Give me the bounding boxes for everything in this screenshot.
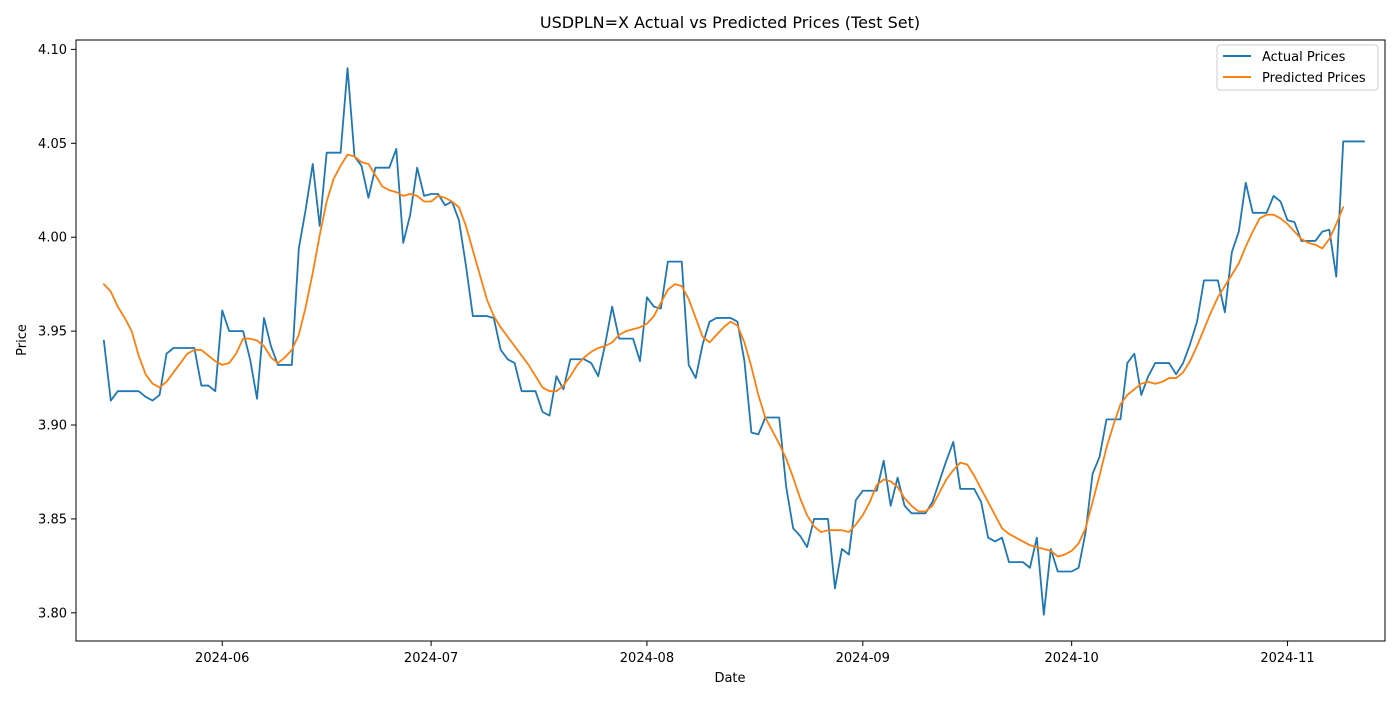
legend-box xyxy=(1216,44,1379,91)
y-tick-label: 4.05 xyxy=(38,137,67,152)
x-tick-label: 2024-11 xyxy=(1260,651,1314,666)
x-tick-label: 2024-06 xyxy=(195,651,249,666)
x-axis-label: Date xyxy=(714,671,745,686)
legend-label-predicted: Predicted Prices xyxy=(1262,71,1366,86)
x-tick-label: 2024-09 xyxy=(836,651,890,666)
x-tick-label: 2024-07 xyxy=(404,651,458,666)
y-tick-label: 3.95 xyxy=(38,325,67,340)
legend-label-actual: Actual Prices xyxy=(1262,50,1346,65)
plot-frame xyxy=(75,39,1386,642)
y-tick-label: 3.85 xyxy=(38,512,67,527)
chart-title: USDPLN=X Actual vs Predicted Prices (Tes… xyxy=(540,13,920,32)
y-axis: 3.80 3.85 3.90 3.95 4.00 4.05 4.10 xyxy=(38,43,76,621)
y-tick-label: 3.80 xyxy=(38,606,67,621)
x-tick-label: 2024-08 xyxy=(620,651,674,666)
y-tick-label: 3.90 xyxy=(38,419,67,434)
x-axis: 2024-06 2024-07 2024-08 2024-09 2024-10 2024-… xyxy=(195,641,1315,666)
x-tick-label: 2024-10 xyxy=(1045,651,1099,666)
y-tick-label: 4.10 xyxy=(38,43,67,58)
series-line-actual xyxy=(102,67,1366,616)
series-line-predicted xyxy=(102,153,1345,558)
series-layer xyxy=(102,67,1366,616)
legend: Actual Prices Predicted Prices xyxy=(1216,44,1379,91)
y-tick-label: 4.00 xyxy=(38,231,67,246)
plot-area xyxy=(76,40,1385,641)
y-axis-label: Price xyxy=(15,324,30,356)
